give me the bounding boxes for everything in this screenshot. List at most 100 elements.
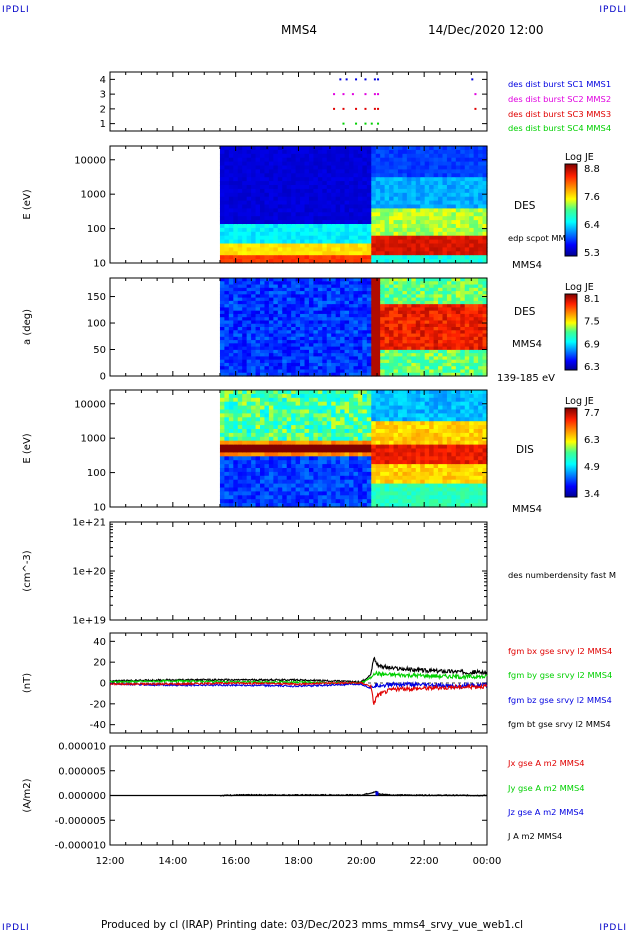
burst-marker [373,107,376,110]
fgm-trace [109,681,488,705]
y-axis-label: (A/m2) [22,778,33,812]
burst-marker [364,107,367,110]
legend-entry: des dist burst SC1 MMS1 [508,79,611,89]
colorbar [564,293,578,371]
y-tick-label: 1e+20 [72,567,106,578]
burst-marker [377,93,380,96]
instrument-label: DES [514,200,536,212]
legend-entry: des numberdensity fast M [508,570,616,580]
x-tick-label: 14:00 [158,856,187,867]
y-tick-label: 1e+19 [72,616,106,627]
burst-marker [333,107,336,110]
burst-marker [333,93,336,96]
x-tick-label: 00:00 [473,856,502,867]
spacecraft-label: MMS4 [512,504,542,515]
legend-entry: des dist burst SC4 MMS4 [508,123,611,133]
energy-range-label: 139-185 eV [497,373,555,384]
colorbar-tick-label: 8.8 [584,164,600,175]
y-tick-label: 50 [93,345,106,356]
burst-marker [370,122,373,125]
corner-label-top-right: IPDLI [599,5,627,15]
colorbar-tick-label: 6.9 [584,339,600,350]
colorbar-tick-label: 7.5 [584,317,600,328]
scpot-label: edp scpot MMS4 [508,233,576,243]
legend-entry: Jy gse A m2 MMS4 [507,783,585,793]
y-tick-label: -0.000005 [55,816,106,827]
y-tick-label: 3 [100,90,106,101]
legend-entry: fgm bt gse srvy l2 MMS4 [508,719,611,729]
y-tick-label: 1 [100,119,106,130]
legend-entry: J A m2 MMS4 [507,831,562,841]
spectrogram [219,278,488,377]
y-tick-label: 10000 [74,155,106,166]
y-tick-label: 10000 [74,399,106,410]
y-tick-label: 0 [100,372,106,383]
colorbar-tick-label: 6.3 [584,435,600,446]
y-tick-label: -20 [90,699,106,710]
colorbar-tick-label: 8.1 [584,294,600,305]
y-axis-label: (nT) [22,673,33,693]
burst-marker [373,93,376,96]
y-tick-label: -40 [90,720,106,731]
burst-marker [471,78,474,81]
y-axis-label: E (eV) [22,433,33,463]
burst-marker [377,122,380,125]
corner-label-bottom-left: IPDLI [2,923,30,933]
burst-marker [364,122,367,125]
y-tick-label: 20 [93,658,106,669]
y-tick-label: 40 [93,637,106,648]
y-axis-label: a (deg) [22,309,33,345]
burst-marker [342,107,345,110]
instrument-label: DIS [516,444,534,456]
x-tick-label: 16:00 [221,856,250,867]
current-trace [219,790,488,797]
burst-marker [342,122,345,125]
y-tick-label: 0.000010 [58,742,106,753]
y-tick-label: 1000 [81,190,106,201]
colorbar-title: Log JE [565,282,594,293]
y-tick-label: 1e+21 [72,518,106,529]
y-tick-label: 0.000005 [58,766,106,777]
panel-frame [109,521,488,621]
y-axis-label: (cm^-3) [22,550,33,591]
legend-entry: fgm bx gse srvy l2 MMS4 [508,646,612,656]
burst-marker [339,78,342,81]
y-tick-label: 0.000000 [58,791,106,802]
colorbar-tick-label: 6.4 [584,220,600,231]
burst-marker [355,107,358,110]
y-tick-label: 100 [87,468,106,479]
burst-marker [364,78,367,81]
burst-marker [342,93,345,96]
corner-label-bottom-right: IPDLI [599,923,627,933]
legend-entry: fgm bz gse srvy l2 MMS4 [508,695,612,705]
y-tick-label: -0.000010 [55,841,106,852]
y-tick-label: 100 [87,319,106,330]
spacecraft-label: MMS4 [512,339,542,350]
burst-marker [474,93,477,96]
legend-entry: Jx gse A m2 MMS4 [507,758,585,768]
y-tick-label: 0 [100,679,106,690]
legend-entry: des dist burst SC3 MMS3 [508,109,611,119]
legend-entry: fgm by gse srvy l2 MMS4 [508,670,612,680]
burst-marker [345,78,348,81]
colorbar-tick-label: 7.7 [584,408,600,419]
spectrogram [219,146,488,264]
multi-panel-plot: 1 2 3 4 des dist burst SC1 MMS1 des dist burs… [22,71,616,867]
colorbar-title: Log JE [565,396,594,407]
burst-marker [377,107,380,110]
colorbar-title: Log JE [565,152,594,163]
x-tick-label: 18:00 [284,856,313,867]
burst-marker [377,78,380,81]
colorbar [564,407,578,498]
current-spike-marker [375,791,379,796]
spacecraft-label: MMS4 [512,260,542,271]
y-tick-label: 150 [87,292,106,303]
spectrogram [219,390,488,508]
colorbar-tick-label: 5.3 [584,248,600,259]
burst-marker [373,78,376,81]
y-tick-label: 10 [93,503,106,514]
burst-marker [355,78,358,81]
x-tick-label: 20:00 [347,856,376,867]
corner-label-top-left: IPDLI [2,5,30,15]
y-tick-label: 1000 [81,434,106,445]
